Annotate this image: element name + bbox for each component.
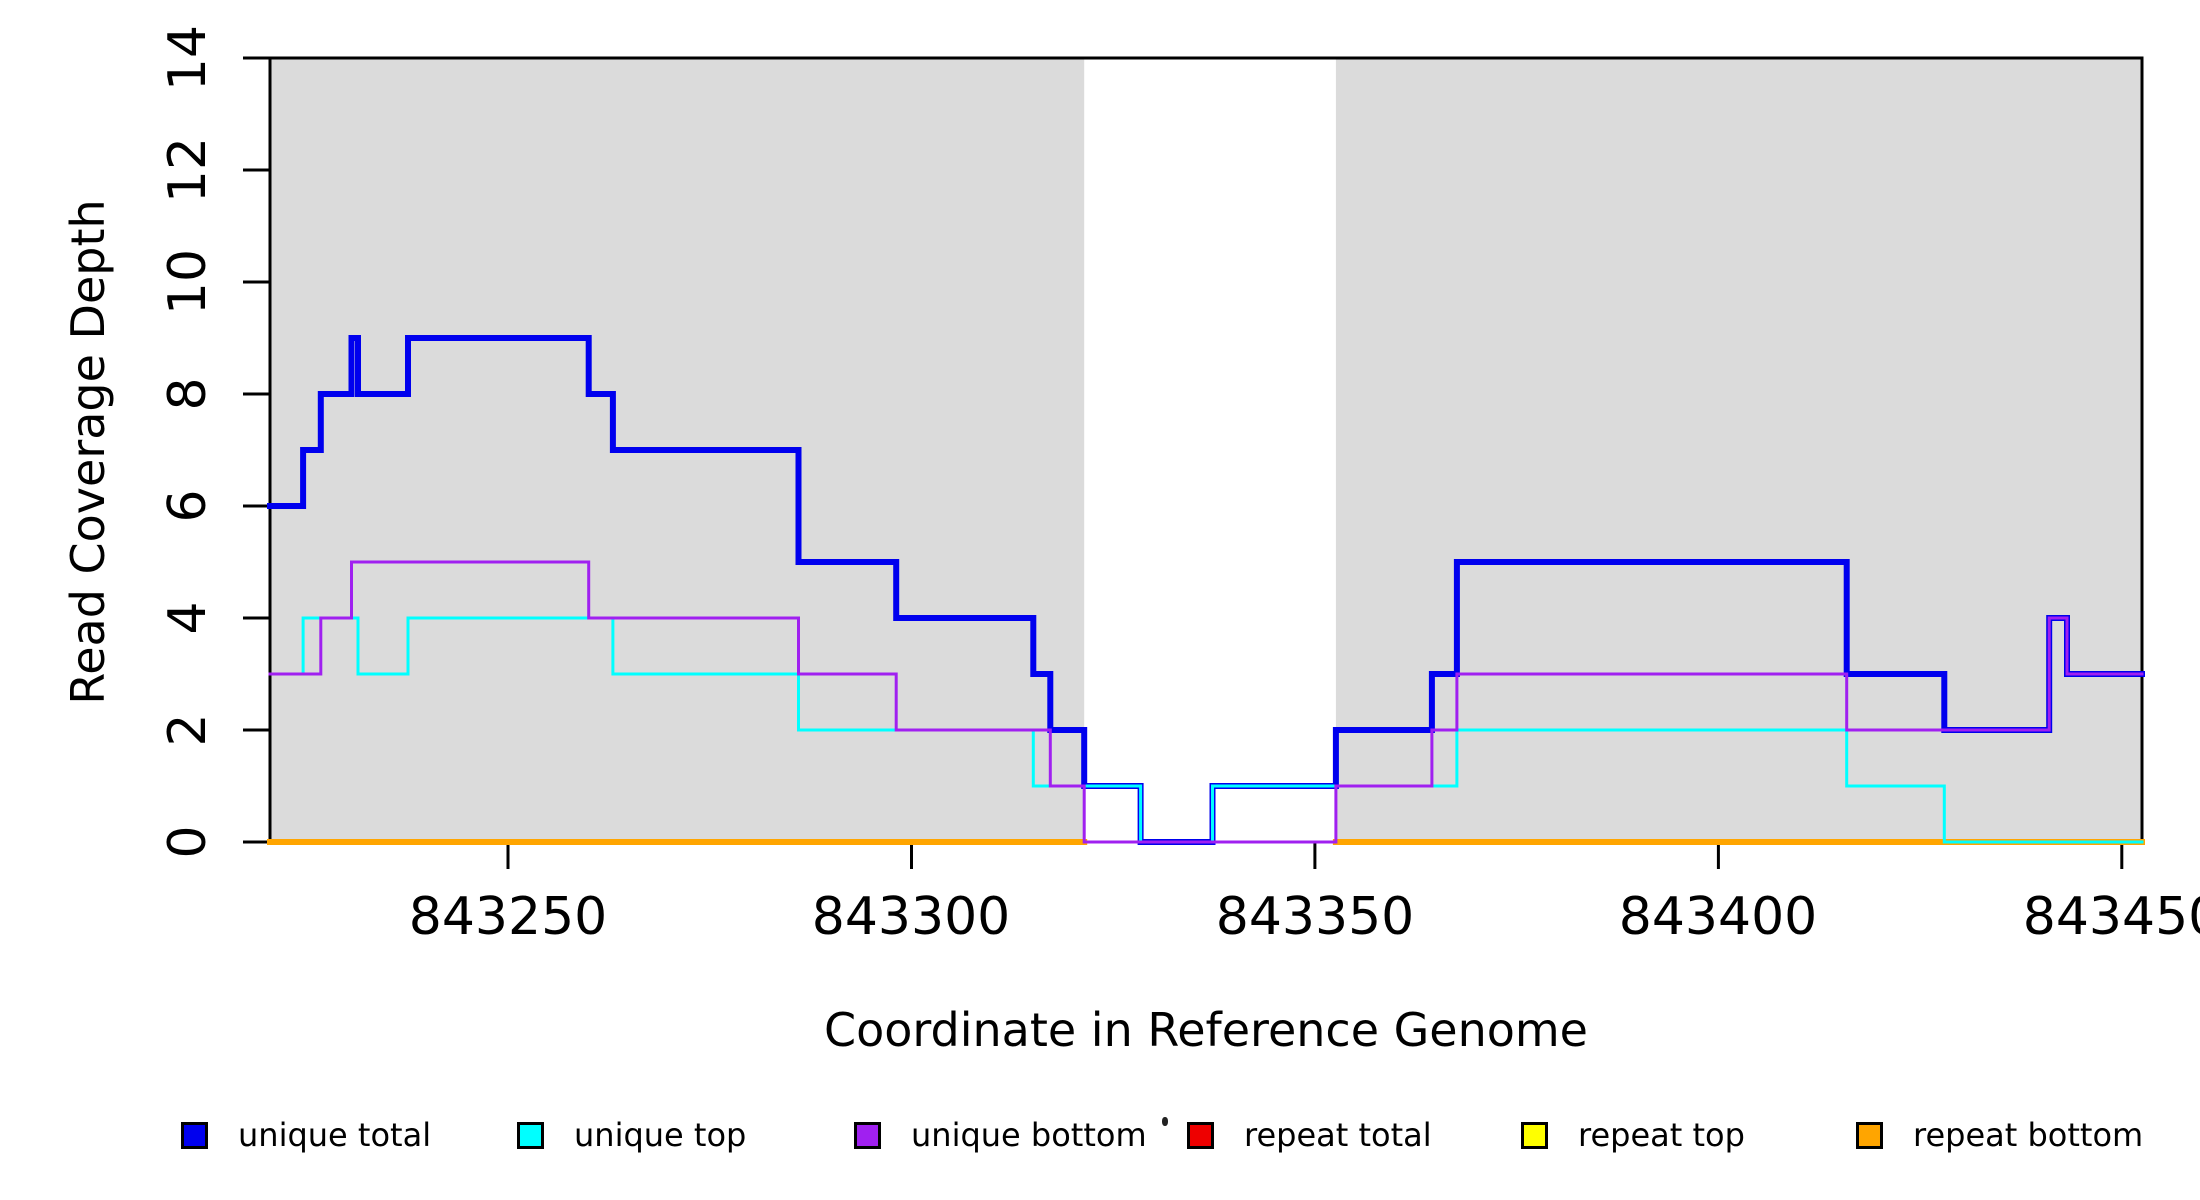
legend-item-unique-top: unique top (517, 1113, 746, 1157)
shaded-region-1 (1335, 59, 2142, 841)
legend-item-repeat-bottom: repeat bottom (1856, 1113, 2143, 1157)
x-tick-label: 843250 (408, 887, 608, 947)
legend-swatch-repeat-top (1521, 1121, 1548, 1149)
y-tick-label: 14 (158, 24, 218, 92)
legend-label-unique-total: unique total (238, 1116, 432, 1154)
legend-label-repeat-total: repeat total (1244, 1116, 1432, 1154)
x-tick-label: 843350 (1215, 887, 1415, 947)
y-axis-title: Read Coverage Depth (61, 199, 115, 705)
legend-label-unique-top: unique top (574, 1116, 747, 1154)
series-unique-bottom (268, 560, 2144, 844)
legend-item-unique-bottom: unique bottom (854, 1113, 1147, 1157)
legend-swatch-repeat-total (1187, 1121, 1214, 1149)
legend-label-repeat-top: repeat top (1578, 1116, 1745, 1154)
x-axis-title: Coordinate in Reference Genome (824, 1003, 1588, 1057)
legend-swatch-unique-top (517, 1121, 544, 1149)
x-tick-label: 843400 (1618, 887, 1818, 947)
legend-label-repeat-bottom: repeat bottom (1913, 1116, 2144, 1154)
legend-swatch-unique-total (181, 1121, 208, 1149)
x-tick-label: 843300 (811, 887, 1011, 947)
series-unique-total (267, 335, 2145, 845)
legend-item-repeat-total: repeat total (1187, 1113, 1432, 1157)
legend-swatch-unique-bottom (854, 1121, 881, 1149)
stray-mark-dot (1162, 1117, 1168, 1126)
legend-item-unique-total: unique total (181, 1113, 431, 1157)
legend-item-repeat-top: repeat top (1521, 1113, 1745, 1157)
legend-label-unique-bottom: unique bottom (911, 1116, 1147, 1154)
series-unique-top (268, 616, 2144, 844)
legend-swatch-repeat-bottom (1856, 1121, 1883, 1149)
